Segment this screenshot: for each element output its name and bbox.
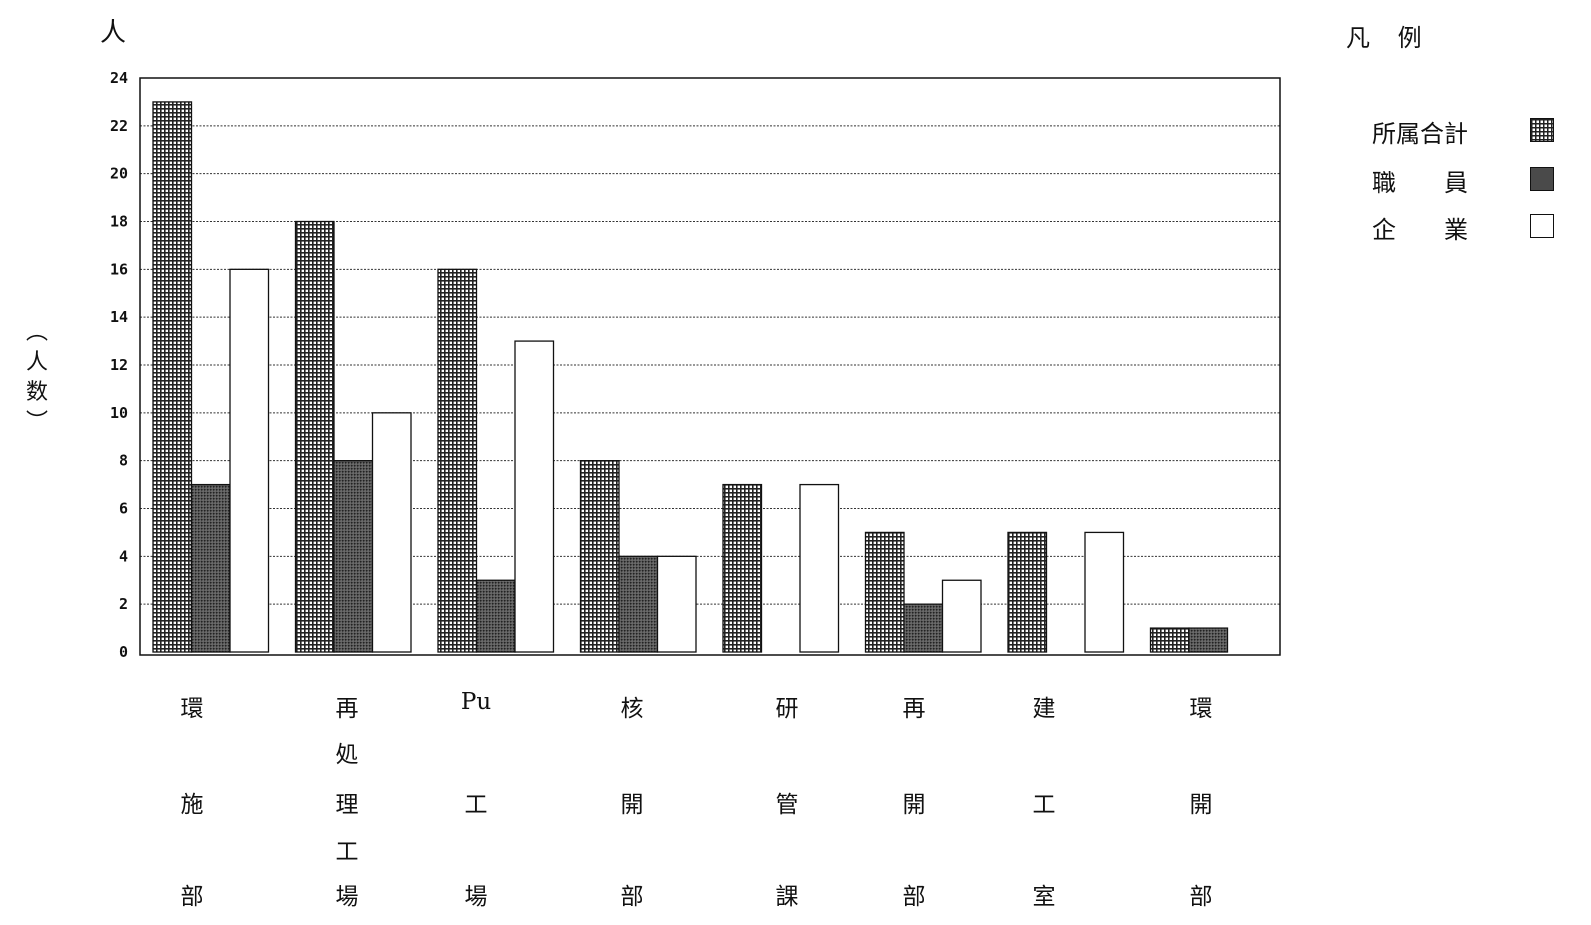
bar-staff [190,483,231,653]
x-category-char: 部 [620,884,644,910]
bar-total [437,268,478,653]
x-category-char: 開 [902,792,926,818]
y-unit-label: 人 [100,18,127,48]
x-category-char: 施 [180,792,204,818]
y-tick-label: 22 [110,117,128,135]
bar-company [371,412,412,653]
x-category-char: Pu [460,689,492,715]
bar-company [1084,531,1125,653]
x-category-char: 場 [335,884,359,910]
x-category-char: 場 [464,884,488,910]
y-tick-label: 16 [110,260,128,278]
bar-total [152,101,193,653]
legend-swatch-white [1530,214,1554,238]
y-axis-label-char: ︵ [25,320,48,345]
y-tick-label: 12 [110,356,128,374]
bar-company [514,340,555,653]
bar-total [294,220,335,653]
x-category-char: 環 [180,696,204,722]
bar-staff [475,579,516,653]
y-tick-label: 24 [110,69,128,87]
x-category-char: 工 [1032,792,1056,818]
y-tick-label: 10 [110,404,128,422]
x-category-char: 部 [1189,884,1213,910]
bar-total [1149,627,1190,653]
legend-title: 凡 例 [1346,24,1432,52]
bar-total [579,460,620,653]
y-tick-label: 6 [119,500,128,518]
x-category-char: 部 [180,884,204,910]
x-category-char: 建 [1032,696,1056,722]
x-category-char: 処 [335,742,359,768]
y-tick-label: 14 [110,308,128,326]
x-category-char: 研 [775,696,799,722]
bar-staff [1188,627,1229,653]
x-category-char: 開 [620,792,644,818]
legend-item-label: 企 業 [1372,216,1468,244]
y-tick-label: 0 [119,643,128,661]
x-category-char: 工 [464,792,488,818]
x-category-char: 再 [335,696,359,722]
bars [152,101,1229,653]
plot-frame [139,77,1281,656]
y-tick-label: 2 [119,595,128,613]
x-category-char: 管 [775,792,799,818]
y-tick-label: 4 [119,547,128,565]
bar-staff [903,603,944,653]
legend-swatch-grid [1530,118,1554,142]
bar-total [1007,531,1048,653]
bar-total [864,531,905,653]
legend-item-label: 所属合計 [1372,120,1468,148]
bar-staff [618,555,659,653]
y-axis-label-char: 人 [25,350,48,375]
bar-company [656,555,697,653]
legend-swatch-dark [1530,167,1554,191]
y-axis-label-char: 数 [25,380,48,405]
x-category-char: 工 [335,839,359,865]
legend-item-company: 企 業 [1372,210,1562,244]
x-category-char: 部 [902,884,926,910]
y-tick-label: 18 [110,213,128,231]
x-category-char: 理 [335,792,359,818]
bar-total [722,483,763,653]
legend-item-total: 所属合計 [1372,114,1562,148]
y-axis-label-char: ︶ [25,410,48,435]
x-category-char: 再 [902,696,926,722]
x-category-char: 開 [1189,792,1213,818]
bar-company [799,483,840,653]
bar-company [229,268,270,653]
y-tick-label: 20 [110,165,128,183]
legend-item-staff: 職 員 [1372,163,1562,197]
bar-staff [333,460,374,653]
y-axis-label: ︵ 人 数 ︶ [22,318,52,438]
legend-item-label: 職 員 [1372,169,1468,197]
bar-company [941,579,982,653]
y-tick-label: 8 [119,452,128,470]
x-category-char: 核 [620,696,644,722]
x-category-char: 課 [775,884,799,910]
x-category-char: 環 [1189,696,1213,722]
x-category-char: 室 [1032,884,1056,910]
